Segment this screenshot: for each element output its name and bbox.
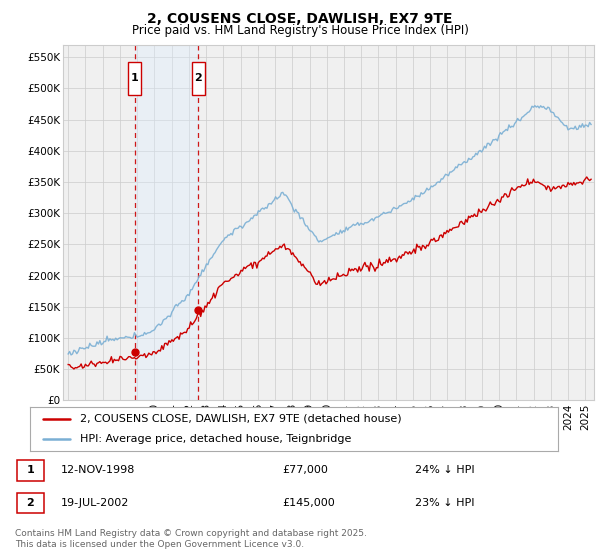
Text: 1: 1 [26, 465, 34, 475]
Text: £145,000: £145,000 [283, 498, 335, 508]
Text: 12-NOV-1998: 12-NOV-1998 [61, 465, 136, 475]
Text: 23% ↓ HPI: 23% ↓ HPI [415, 498, 475, 508]
FancyBboxPatch shape [17, 460, 44, 480]
FancyBboxPatch shape [191, 62, 205, 95]
Text: Price paid vs. HM Land Registry's House Price Index (HPI): Price paid vs. HM Land Registry's House … [131, 24, 469, 36]
Text: 2: 2 [194, 73, 202, 83]
Text: 2, COUSENS CLOSE, DAWLISH, EX7 9TE (detached house): 2, COUSENS CLOSE, DAWLISH, EX7 9TE (deta… [80, 414, 402, 424]
Text: 19-JUL-2002: 19-JUL-2002 [61, 498, 130, 508]
FancyBboxPatch shape [17, 493, 44, 514]
Text: 24% ↓ HPI: 24% ↓ HPI [415, 465, 475, 475]
Text: 2, COUSENS CLOSE, DAWLISH, EX7 9TE: 2, COUSENS CLOSE, DAWLISH, EX7 9TE [147, 12, 453, 26]
Text: £77,000: £77,000 [283, 465, 329, 475]
FancyBboxPatch shape [128, 62, 142, 95]
Text: HPI: Average price, detached house, Teignbridge: HPI: Average price, detached house, Teig… [80, 434, 352, 444]
Text: 1: 1 [131, 73, 139, 83]
Text: 2: 2 [26, 498, 34, 508]
Text: Contains HM Land Registry data © Crown copyright and database right 2025.
This d: Contains HM Land Registry data © Crown c… [15, 529, 367, 549]
Bar [135, 45, 198, 400]
